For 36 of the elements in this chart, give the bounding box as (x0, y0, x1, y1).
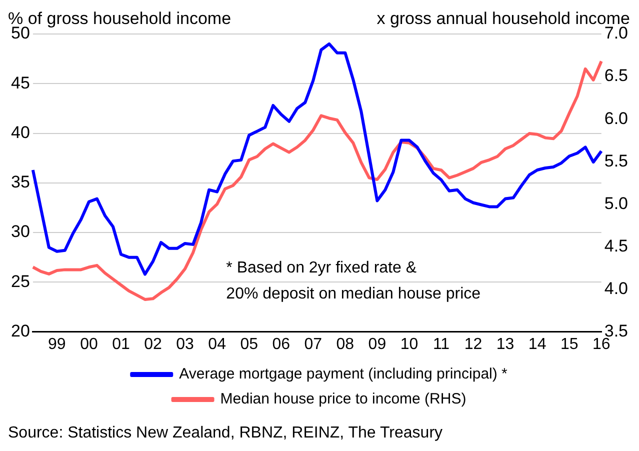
x-tick-label: 03 (176, 336, 194, 353)
y2-tick-label: 4.0 (604, 278, 628, 298)
y-tick-label: 30 (10, 222, 30, 242)
y2-tick-label: 4.5 (604, 236, 628, 256)
y-tick-label: 45 (10, 73, 30, 92)
x-tick-label: 14 (528, 336, 546, 353)
y2-tick-label: 6.5 (604, 66, 628, 86)
y-tick-label: 25 (10, 272, 30, 291)
x-tick-label: 99 (48, 336, 66, 353)
x-tick-label: 05 (240, 336, 258, 353)
y2-tick-label: 6.0 (604, 108, 628, 128)
legend-label: Median house price to income (RHS) (220, 390, 466, 408)
x-tick-label: 04 (208, 336, 226, 353)
y2-tick-label: 5.0 (604, 194, 628, 213)
x-tick-label: 08 (336, 336, 354, 353)
x-tick-label: 00 (80, 336, 98, 353)
x-tick-label: 01 (112, 336, 130, 353)
x-tick-label: 06 (272, 336, 290, 353)
y-tick-label: 35 (10, 172, 30, 192)
x-tick-label: 07 (304, 336, 322, 353)
y2-tick-label: 5.5 (604, 151, 628, 170)
y-tick-label: 50 (10, 24, 30, 43)
y-tick-label: 20 (10, 321, 30, 340)
annotation: * Based on 2yr fixed rate & 20% deposit on median house price (226, 260, 481, 303)
x-tick-label: 02 (144, 336, 162, 353)
source-note: Source: Statistics New Zealand, RBNZ, REINZ, The Treasury (8, 424, 443, 442)
y-tick-label: 40 (10, 122, 30, 142)
x-tick-label: 15 (560, 336, 578, 353)
x-tick-label: 10 (400, 336, 418, 353)
x-tick-label: 12 (464, 336, 482, 353)
legend-label: Average mortgage payment (including principal) * (179, 366, 508, 383)
x-tick-label: 13 (496, 336, 514, 353)
x-tick-label: 09 (368, 336, 386, 353)
x-tick-label: 16 (592, 336, 610, 353)
x-tick-label: 11 (432, 336, 450, 353)
y2-tick-label: 7.0 (604, 24, 628, 43)
